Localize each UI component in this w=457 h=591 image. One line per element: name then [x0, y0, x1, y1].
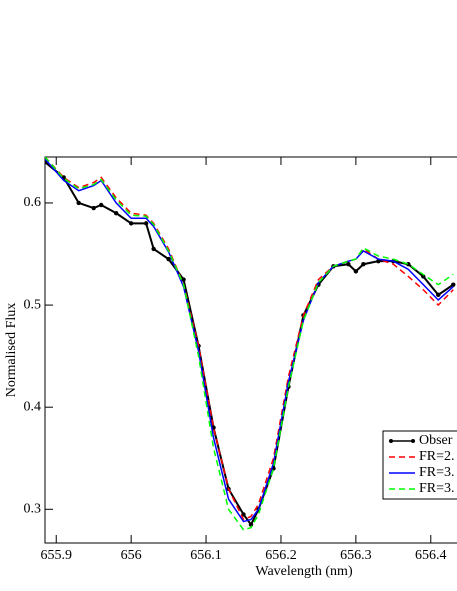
- x-tick-label: 656.3: [340, 548, 372, 563]
- data-point: [421, 274, 426, 279]
- y-tick-label: 0.5: [24, 297, 42, 312]
- data-point: [98, 202, 104, 208]
- y-tick-label: 0.6: [24, 195, 42, 210]
- data-point: [181, 277, 186, 282]
- data-point: [113, 210, 119, 216]
- data-point: [128, 221, 134, 226]
- y-axis-label: Normalised Flux: [4, 303, 19, 398]
- legend-label: FR=2.: [419, 449, 455, 464]
- legend-label: FR=3.: [419, 465, 455, 480]
- data-point: [151, 246, 156, 252]
- x-tick-label: 656: [121, 548, 142, 563]
- x-tick-label: 656.4: [415, 548, 447, 563]
- legend-marker: [411, 439, 415, 443]
- data-point: [346, 262, 351, 267]
- x-tick-label: 655.9: [40, 548, 72, 563]
- legend-label: Obser: [419, 433, 453, 448]
- data-point: [166, 256, 171, 262]
- x-tick-label: 656.1: [190, 548, 222, 563]
- data-point: [376, 258, 381, 264]
- y-tick-label: 0.3: [24, 502, 42, 517]
- x-axis-label: Wavelength (nm): [255, 564, 353, 579]
- data-point: [451, 282, 456, 287]
- data-point: [436, 292, 441, 298]
- data-point: [143, 221, 149, 226]
- data-point: [76, 200, 81, 206]
- legend-box: [382, 430, 457, 500]
- data-point: [241, 512, 246, 517]
- legend-label: FR=3.: [419, 481, 455, 496]
- y-tick-label: 0.4: [24, 399, 42, 414]
- series-line: [45, 157, 454, 531]
- plot-frame: [44, 156, 457, 544]
- data-point: [361, 262, 366, 267]
- data-point: [91, 205, 96, 211]
- series-line: [45, 158, 454, 523]
- x-tick-label: 656.2: [265, 548, 297, 563]
- legend-marker: [389, 439, 393, 443]
- data-point: [353, 269, 359, 274]
